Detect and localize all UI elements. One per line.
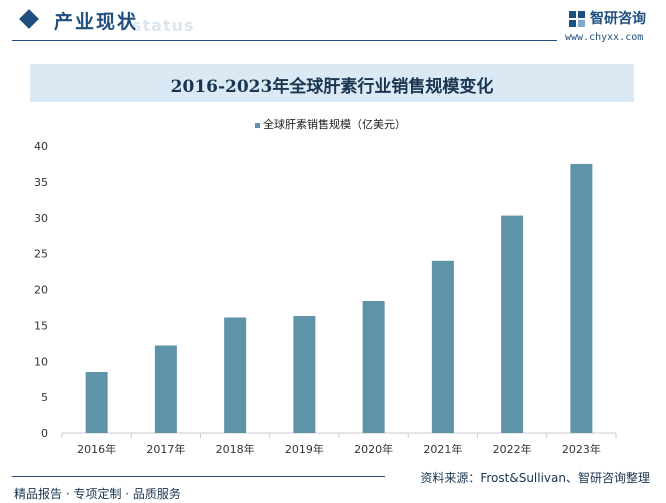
y-tick-label: 15 [34,319,48,332]
bar [431,260,454,433]
bar [293,316,316,433]
brand-url[interactable]: www.chyxx.com [565,32,644,43]
brand-logo-icon [569,11,585,27]
x-tick-label: 2019年 [285,442,324,456]
x-tick-label: 2020年 [354,442,393,456]
chart-legend: 全球肝素销售规模（亿美元） [255,116,406,132]
chart-title: 2016-2023年全球肝素行业销售规模变化 [170,77,494,97]
brand-name: 智研咨询 [590,11,646,27]
bar [224,317,247,433]
header-ghost-text: status [132,16,195,35]
x-tick-label: 2022年 [493,442,532,456]
y-tick-label: 25 [34,248,48,261]
legend-label: 全球肝素销售规模（亿美元） [263,118,406,131]
source-note: 资料来源：Frost&Sullivan、智研咨询整理 [420,471,650,485]
y-tick-label: 30 [34,212,48,225]
bar [570,163,593,433]
x-tick-label: 2023年 [562,442,601,456]
bar-chart: 0 5 10 15 20 25 30 35 40 2016年 2017年 2018年 2019年 2020… [34,140,617,456]
y-tick-label: 35 [34,176,48,189]
bar [362,300,385,433]
y-tick-label: 0 [41,427,48,440]
page-header: status 产业现状 智研咨询 www.chyxx.com [0,0,666,44]
footer-slogan: 精品报告 · 专项定制 · 品质服务 [14,487,181,501]
page-footer: 资料来源：Frost&Sullivan、智研咨询整理 精品报告 · 专项定制 ·… [0,470,666,503]
footer-divider [12,476,385,477]
bar [501,215,524,433]
header-divider [12,40,557,41]
y-tick-label: 40 [34,140,48,153]
chart-title-bar: 2016-2023年全球肝素行业销售规模变化 [30,64,634,102]
x-tick-label: 2021年 [423,442,462,456]
y-tick-label: 20 [34,284,48,297]
legend-swatch [255,122,260,128]
y-tick-label: 5 [41,391,48,404]
bar [85,372,108,433]
x-tick-label: 2017年 [146,442,185,456]
x-tick-label: 2016年 [77,442,116,456]
y-tick-label: 10 [34,355,48,368]
section-title: 产业现状 [54,11,139,33]
x-tick-label: 2018年 [216,442,255,456]
bar [154,345,177,433]
